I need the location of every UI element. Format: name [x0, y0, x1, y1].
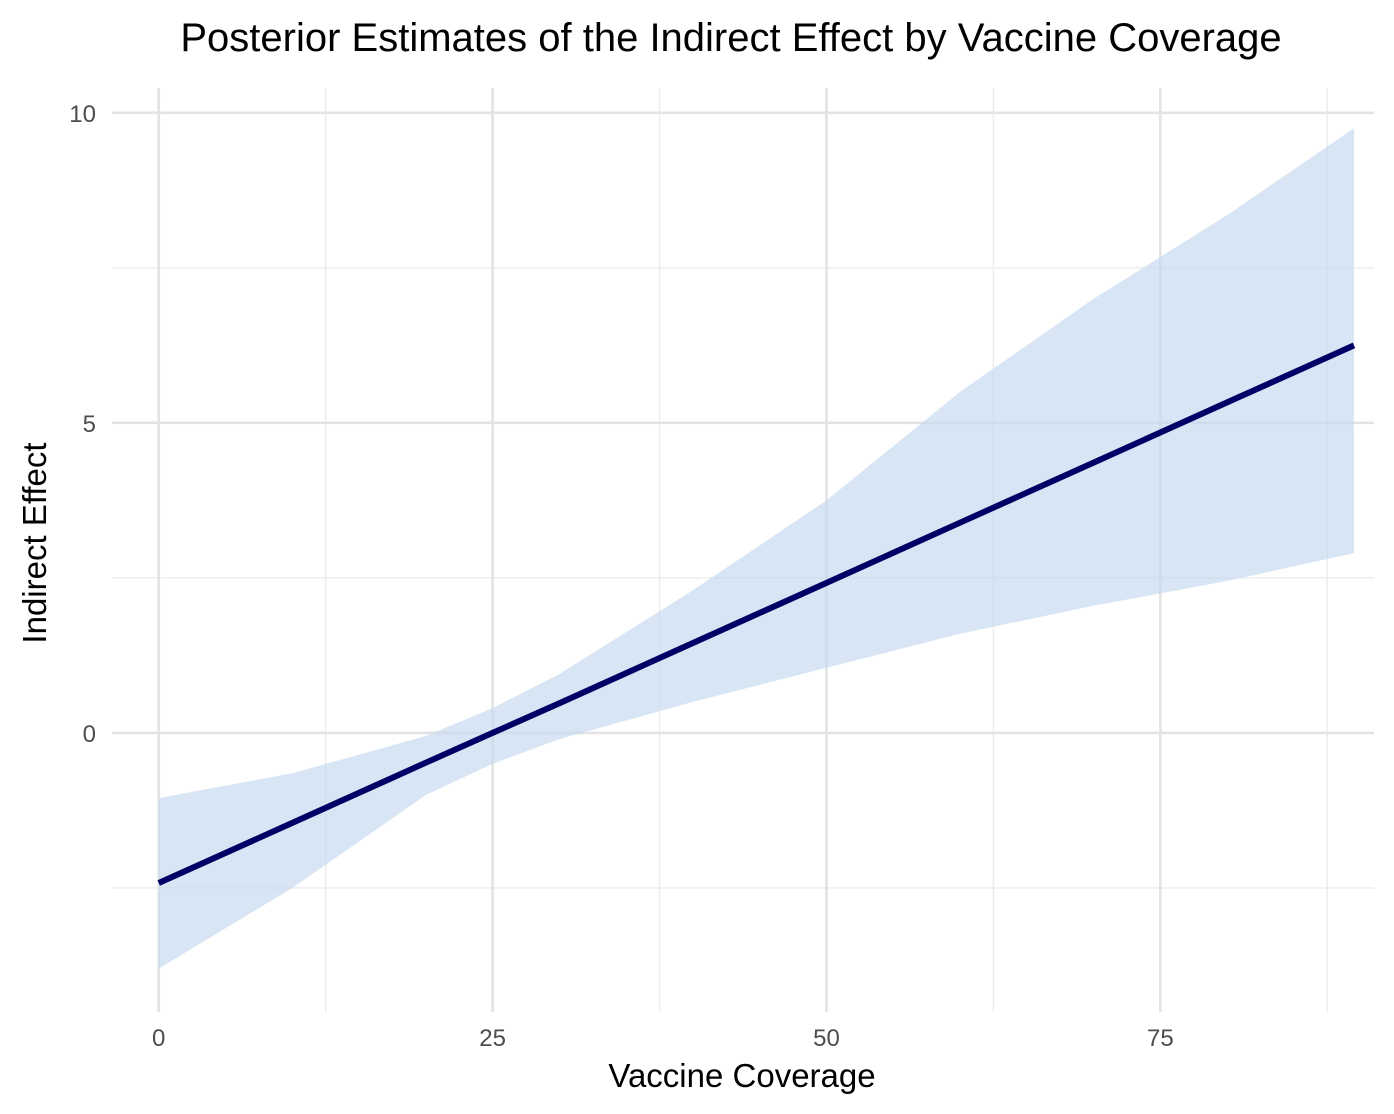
estimate-line: [157, 342, 1356, 886]
x-axis-title: Vaccine Coverage: [608, 1057, 875, 1094]
y-tick-label: 10: [69, 101, 96, 128]
x-tick-label: 50: [813, 1025, 840, 1052]
credible-interval-layer: [158, 128, 1355, 969]
x-tick-label: 25: [479, 1025, 506, 1052]
x-tick-label: 75: [1147, 1025, 1174, 1052]
chart-title: Posterior Estimates of the Indirect Effe…: [180, 16, 1281, 60]
y-axis-title: Indirect Effect: [16, 442, 53, 643]
y-tick-label: 5: [83, 411, 96, 438]
x-tick-label: 0: [152, 1025, 165, 1052]
x-axis-ticks: 0 25 50 75: [152, 1025, 1174, 1052]
y-axis-ticks: 0 5 10: [69, 101, 96, 748]
y-tick-label: 0: [83, 721, 96, 748]
estimate-line-layer: [157, 342, 1356, 886]
credible-interval-ribbon: [158, 128, 1355, 969]
